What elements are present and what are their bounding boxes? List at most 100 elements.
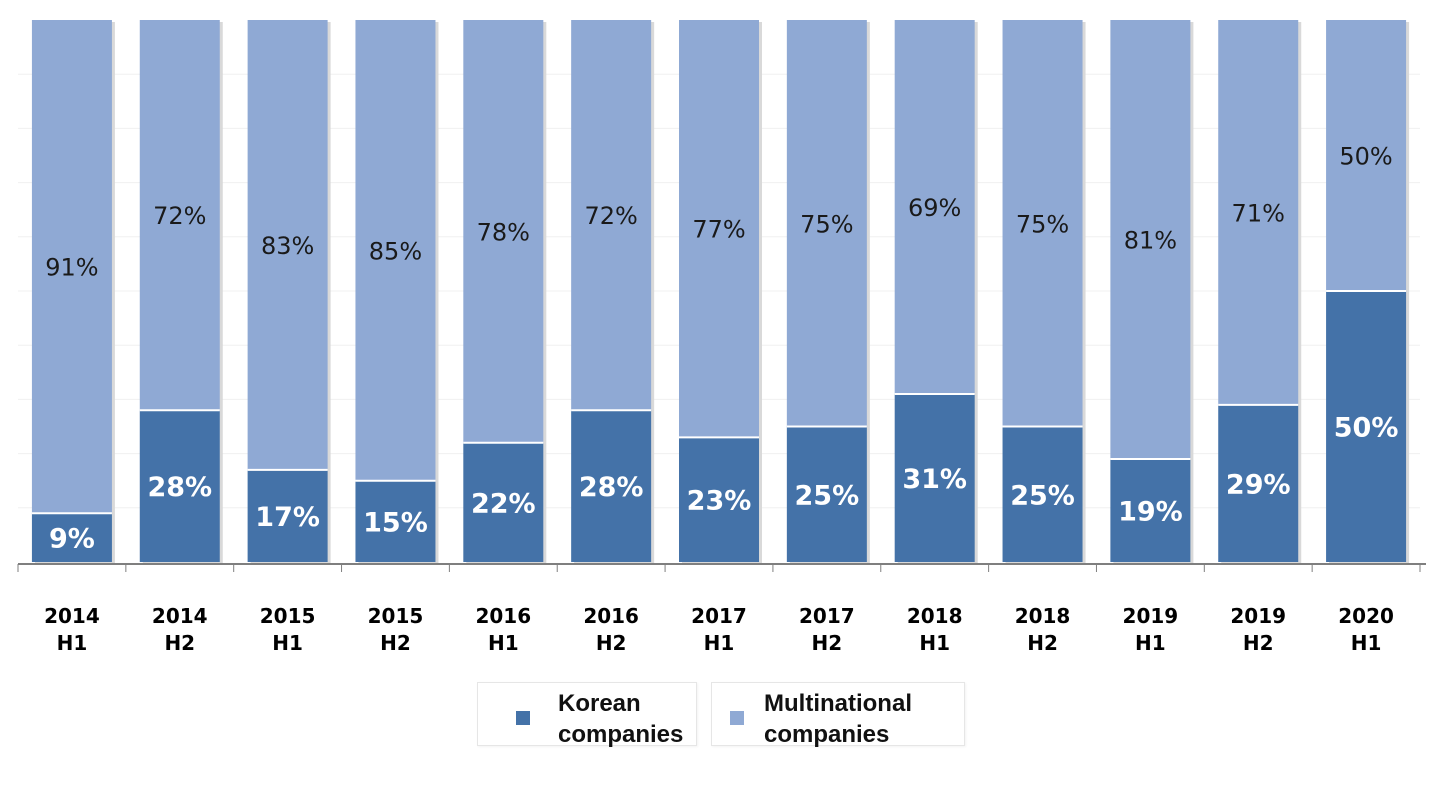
data-label-multinational: 75% [800, 210, 853, 238]
data-label-korean: 28% [579, 472, 644, 503]
legend-swatch-multinational [730, 711, 744, 725]
data-label-multinational: 72% [584, 202, 637, 230]
data-label-korean: 29% [1226, 469, 1291, 500]
bar-multinational [355, 20, 436, 481]
x-tick-label-line: H1 [704, 631, 735, 655]
bar-korean [786, 426, 867, 562]
bar-korean [463, 442, 544, 562]
x-tick-label-line: H2 [1243, 631, 1274, 655]
bar-korean [247, 469, 328, 562]
data-label-korean: 28% [147, 472, 212, 503]
x-tick-label: 2015 H1 [260, 604, 316, 655]
x-tick-label-line: 2017 [691, 604, 747, 628]
data-label-multinational: 77% [692, 216, 745, 244]
x-tick-label: 2017 H2 [799, 604, 855, 655]
bar-korean [355, 480, 436, 562]
data-label-multinational: 78% [477, 218, 530, 246]
legend: Korean companies Multinational companies [477, 682, 969, 748]
bar-korean [894, 393, 975, 562]
bar-multinational [463, 20, 544, 443]
x-tick-label: 2020 H1 [1338, 604, 1394, 655]
data-label-korean: 17% [255, 502, 320, 533]
x-tick-label-line: 2014 [152, 604, 208, 628]
x-tick-label: 2016 H2 [583, 604, 639, 655]
bar-multinational [1218, 20, 1299, 405]
x-tick-label-line: H1 [272, 631, 303, 655]
x-tick-label: 2017 H1 [691, 604, 747, 655]
data-label-korean: 23% [687, 486, 752, 517]
x-tick-label-line: 2016 [583, 604, 639, 628]
bar-korean [679, 437, 759, 562]
x-tick-label-line: H2 [164, 631, 195, 655]
x-tick-label-line: H2 [596, 631, 627, 655]
x-tick-label-line: 2017 [799, 604, 855, 628]
x-tick-label: 2016 H1 [475, 604, 531, 655]
x-tick-label-line: H1 [1351, 631, 1382, 655]
data-label-multinational: 91% [45, 254, 98, 282]
x-tick-label: 2018 H1 [907, 604, 963, 655]
x-tick-label-line: H2 [812, 631, 843, 655]
bar-multinational [894, 20, 975, 394]
data-label-multinational: 71% [1232, 199, 1285, 227]
data-label-multinational: 72% [153, 202, 206, 230]
data-label-korean: 25% [1010, 480, 1075, 511]
bar-multinational [786, 20, 867, 427]
x-tick-label: 2018 H2 [1015, 604, 1071, 655]
bar-multinational [139, 20, 220, 411]
x-tick-label: 2019 H1 [1123, 604, 1179, 655]
bar-multinational [1110, 20, 1191, 460]
bar-korean [1326, 291, 1407, 562]
bar-multinational [31, 20, 112, 514]
bars-group: 91% 9% 72% 28% 83% 17% 85% 15% 78% 22% 72% 28% 77% 23… [31, 20, 1410, 564]
bar-multinational [247, 20, 328, 470]
x-tick-label: 2014 H1 [44, 604, 100, 655]
x-tick-label-line: 2018 [907, 604, 963, 628]
x-tick-label-line: 2016 [475, 604, 531, 628]
x-tick-label-line: 2015 [368, 604, 424, 628]
data-label-korean: 50% [1334, 413, 1399, 444]
x-tick-label-line: 2015 [260, 604, 316, 628]
x-tick-label-line: 2019 [1123, 604, 1179, 628]
x-tick-label-line: H2 [380, 631, 411, 655]
legend-label-korean: Korean companies [558, 690, 684, 748]
bar-multinational [571, 20, 652, 411]
data-label-korean: 25% [795, 480, 860, 511]
data-label-multinational: 50% [1339, 143, 1392, 171]
bar-multinational [1002, 20, 1083, 427]
x-tick-label-line: H1 [919, 631, 950, 655]
legend-swatch-korean [516, 711, 530, 725]
legend-item-korean: Korean companies [477, 682, 697, 748]
x-tick-label: 2019 H2 [1230, 604, 1286, 655]
data-label-korean: 22% [471, 488, 536, 519]
bar-korean [1110, 459, 1191, 562]
data-label-korean: 19% [1118, 497, 1183, 528]
data-label-korean: 9% [49, 524, 95, 555]
data-label-multinational: 75% [1016, 210, 1069, 238]
x-tick-label: 2015 H2 [368, 604, 424, 655]
bar-multinational [1326, 20, 1407, 291]
data-label-korean: 15% [363, 507, 428, 538]
bar-korean [31, 513, 112, 562]
x-tick-label-line: 2020 [1338, 604, 1394, 628]
x-tick-label-line: H1 [57, 631, 88, 655]
x-tick-label-line: H1 [488, 631, 519, 655]
data-label-multinational: 69% [908, 194, 961, 222]
legend-item-multinational: Multinational companies [711, 682, 965, 748]
x-tick-label-line: H2 [1027, 631, 1058, 655]
x-tick-label-line: 2019 [1230, 604, 1286, 628]
x-tick-label-line: 2014 [44, 604, 100, 628]
bar-korean [571, 410, 652, 562]
data-label-multinational: 83% [261, 232, 314, 260]
bar-korean [139, 410, 220, 562]
x-tick-label: 2014 H2 [152, 604, 208, 655]
data-label-multinational: 85% [369, 237, 422, 265]
x-tick-label-line: 2018 [1015, 604, 1071, 628]
data-label-korean: 31% [902, 464, 967, 495]
x-tick-label-line: H1 [1135, 631, 1166, 655]
bar-multinational [679, 20, 759, 438]
bar-korean [1218, 404, 1299, 562]
bar-korean [1002, 426, 1083, 562]
legend-label-multinational: Multinational companies [764, 690, 912, 748]
